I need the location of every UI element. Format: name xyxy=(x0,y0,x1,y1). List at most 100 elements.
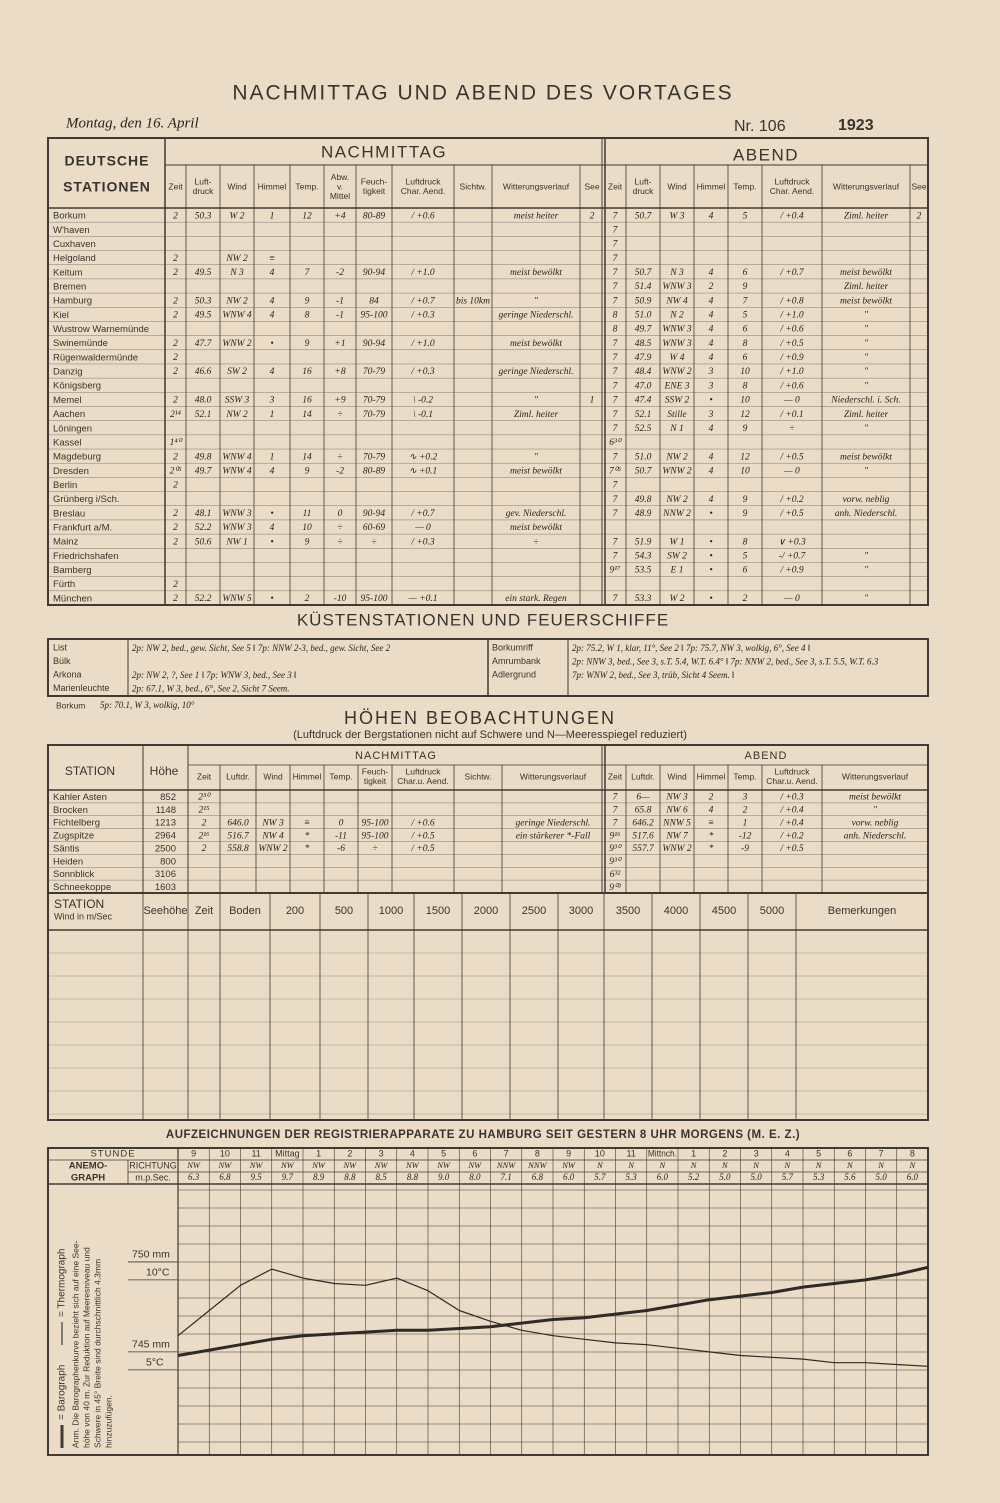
column-header: Temp. xyxy=(329,771,352,781)
cell: 7 xyxy=(613,381,619,391)
station-name: Königsberg xyxy=(53,381,101,392)
cell: ENE 3 xyxy=(663,381,689,391)
cell: WNW 2 xyxy=(662,466,692,476)
cell: NW 4 xyxy=(665,296,688,306)
hour-label: 11 xyxy=(251,1148,260,1158)
cell: Stille xyxy=(667,410,687,420)
legend-label: = Barograph xyxy=(57,1365,68,1420)
cell: • xyxy=(270,537,273,547)
cell: 7 xyxy=(613,339,619,349)
wind-speed: 6.0 xyxy=(563,1172,575,1182)
coast-station: Borkum xyxy=(56,700,85,710)
cell: 9¹⁶ xyxy=(610,831,621,841)
column-header: Char.u. Aend. xyxy=(766,776,818,786)
cell: 2 xyxy=(743,594,748,604)
cell: * xyxy=(709,844,714,854)
column-header: Temp. xyxy=(295,181,318,191)
barograph-curve xyxy=(177,1265,929,1357)
cell: 2 xyxy=(173,211,178,221)
cell: 46.6 xyxy=(195,367,212,377)
column-header: Mittel xyxy=(330,191,350,201)
column-header: Char. Aend. xyxy=(770,186,814,196)
cell: meist bewölkt xyxy=(510,523,562,533)
cell: 2 xyxy=(202,818,207,828)
cell: 1 xyxy=(270,211,275,221)
hour-label: Mittnch. xyxy=(648,1148,677,1158)
hour-label: 4 xyxy=(410,1148,415,1158)
station-name: Friedrichshafen xyxy=(53,551,118,562)
cell: 53.3 xyxy=(635,594,652,604)
wind-speed: 6.8 xyxy=(219,1172,231,1182)
coast-report: 5p: 70.1, W 3, wolkig, 10° xyxy=(100,700,195,710)
section-title: ABEND xyxy=(733,145,799,164)
cell: 8 xyxy=(743,537,748,547)
cell: " xyxy=(864,339,869,349)
cell: 646.0 xyxy=(227,818,249,828)
cell: • xyxy=(709,552,712,562)
column-header: Himmel xyxy=(697,771,726,781)
cell: 48.0 xyxy=(195,396,212,406)
cell: / +1.0 xyxy=(779,311,804,321)
cell: 9 xyxy=(305,339,310,349)
column-header: 2500 xyxy=(522,905,546,917)
cell: 0 xyxy=(339,818,344,828)
cell: — +0.1 xyxy=(407,594,437,604)
station-name: Bamberg xyxy=(53,565,92,576)
column-header: Abw. xyxy=(331,172,349,182)
cell: 2 xyxy=(709,282,714,292)
cell: E 1 xyxy=(670,566,684,576)
cell: 70-79 xyxy=(363,367,385,377)
cell: / +0.4 xyxy=(779,818,804,828)
station-name: Helgoland xyxy=(53,253,96,264)
cell: WNW 2 xyxy=(222,339,252,349)
cell: 70-79 xyxy=(363,396,385,406)
cell: 49.8 xyxy=(635,495,652,505)
cell: 95-100 xyxy=(361,311,388,321)
cell: 4 xyxy=(270,367,275,377)
cell: 51.9 xyxy=(635,537,652,547)
cell: 2 xyxy=(173,339,178,349)
cell: 6 xyxy=(743,353,748,363)
cell: WNW 3 xyxy=(662,282,692,292)
cell: 9 xyxy=(305,296,310,306)
cell: meist bewölkt xyxy=(849,793,901,803)
column-header: 4000 xyxy=(664,905,688,917)
cell: • xyxy=(709,594,712,604)
cell: Ziml. heiter xyxy=(844,211,889,221)
station-height: 1213 xyxy=(155,818,176,829)
cell: 2 xyxy=(709,793,714,803)
cell: 47.4 xyxy=(635,396,652,406)
cell: 4 xyxy=(270,311,275,321)
wind-direction: NW xyxy=(311,1160,326,1170)
cell: 4 xyxy=(270,523,275,533)
station-name: Wustrow Warnemünde xyxy=(53,324,149,335)
cell: 11 xyxy=(303,509,312,519)
column-header: Feuch- xyxy=(361,177,388,187)
station-name: Grünberg i/Sch. xyxy=(53,494,120,505)
cell: " xyxy=(864,353,869,363)
station-name: Schneekoppe xyxy=(53,882,111,893)
cell: 10 xyxy=(740,396,750,406)
hour-label: 2 xyxy=(722,1148,727,1158)
cell: — 0 xyxy=(783,466,800,476)
wind-speed: 6.8 xyxy=(532,1172,544,1182)
cell: 10 xyxy=(740,367,750,377)
cell: -10 xyxy=(334,594,347,604)
cell: / +0.3 xyxy=(779,793,804,803)
cell: 48.9 xyxy=(635,509,652,519)
cell: ein stärkerer *-Fall xyxy=(516,831,591,841)
wind-direction: N xyxy=(690,1160,698,1170)
station-name: Säntis xyxy=(53,843,80,854)
legend-label: = Thermograph xyxy=(57,1249,68,1317)
cell: 1 xyxy=(590,396,595,406)
station-header: DEUTSCHE xyxy=(64,153,149,169)
hour-label: 7 xyxy=(504,1148,509,1158)
hour-label: 6 xyxy=(472,1148,477,1158)
hour-label: 5 xyxy=(816,1148,821,1158)
cell: NW 2 xyxy=(225,410,248,420)
wind-speed: 6.0 xyxy=(657,1172,669,1182)
cell: • xyxy=(709,537,712,547)
cell: 2¹⁵ xyxy=(199,806,211,816)
cell: 1 xyxy=(743,818,748,828)
cell: 7 xyxy=(613,509,619,519)
